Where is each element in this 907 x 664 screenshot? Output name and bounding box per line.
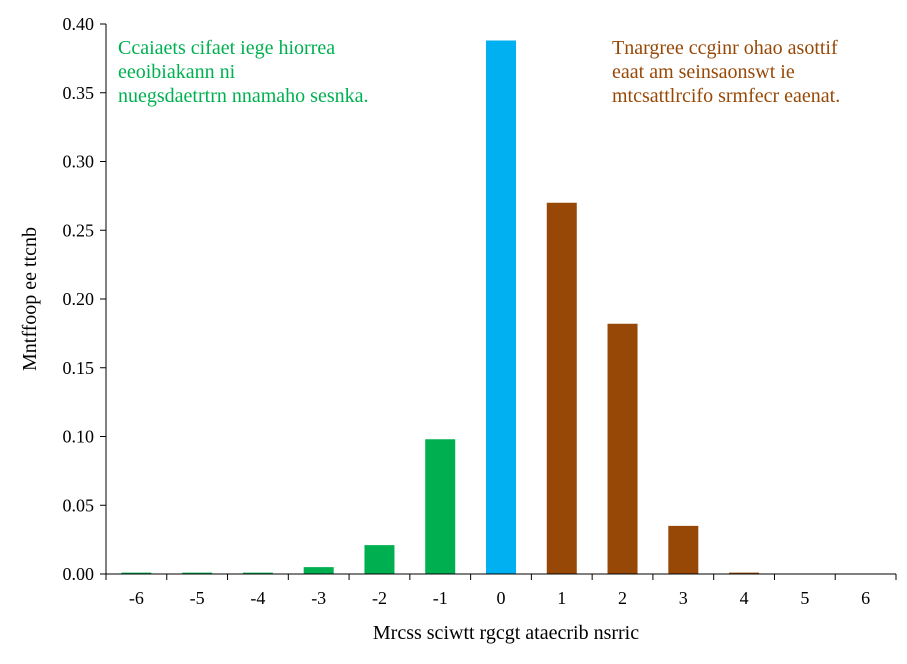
bar <box>364 545 395 574</box>
bar <box>425 439 456 574</box>
x-tick-label: 4 <box>740 588 749 608</box>
bar <box>668 525 699 574</box>
x-tick-label: -5 <box>190 588 205 608</box>
bars-layer <box>121 40 760 574</box>
x-tick-label: -4 <box>250 588 265 608</box>
annotation-line: eaat am seinsaonswt ie <box>612 61 795 83</box>
x-tick-label: -1 <box>433 588 448 608</box>
x-tick-label: -6 <box>129 588 144 608</box>
y-ticks: 0.00 0.05 0.10 0.15 0.20 0.25 0.30 0.35 0.40 <box>63 14 106 584</box>
annotations: Ccaiaets cifaet iege hiorreaeeoibiakann … <box>118 37 840 107</box>
bar <box>121 572 152 574</box>
bar <box>242 572 273 574</box>
annotation-line: Ccaiaets cifaet iege hiorrea <box>118 37 335 59</box>
x-tick-label: 0 <box>497 588 506 608</box>
y-tick-label: 0.10 <box>63 427 95 447</box>
x-tick-label: -3 <box>311 588 326 608</box>
y-tick-label: 0.40 <box>63 14 95 34</box>
annotation-line: Tnargree ccginr ohao asottif <box>612 37 838 59</box>
bar <box>607 323 638 574</box>
x-tick-label: 6 <box>861 588 870 608</box>
y-tick-label: 0.35 <box>63 83 95 103</box>
bar <box>303 567 334 574</box>
annotation-line: mtcsattlrcifo srmfecr eaenat. <box>612 85 840 107</box>
y-tick-label: 0.05 <box>63 495 95 515</box>
bar <box>182 572 213 574</box>
x-axis-label: Mrcss sciwtt rgcgt ataecrib nsrric <box>373 622 639 644</box>
annotation-line: eeoibiakann ni <box>118 61 236 83</box>
y-tick-label: 0.00 <box>63 564 95 584</box>
y-axis-label: Mntffoop ee ttcnb <box>19 227 41 371</box>
annotation: Ccaiaets cifaet iege hiorreaeeoibiakann … <box>118 37 368 107</box>
y-tick-label: 0.30 <box>63 152 95 172</box>
y-tick-label: 0.25 <box>63 220 95 240</box>
x-tick-label: 3 <box>679 588 688 608</box>
bar <box>729 572 760 574</box>
x-tick-label: -2 <box>372 588 387 608</box>
x-tick-label: 1 <box>557 588 566 608</box>
bar <box>546 202 577 574</box>
x-tick-label: 5 <box>800 588 809 608</box>
x-tick-label: 2 <box>618 588 627 608</box>
y-tick-label: 0.15 <box>63 358 95 378</box>
annotation-line: nuegsdaetrtrn nnamaho sesnka. <box>118 85 368 107</box>
y-tick-label: 0.20 <box>63 289 95 309</box>
x-ticks: -6 -5 -4 -3 -2 -1 0 1 2 3 4 5 6 <box>105 574 897 608</box>
bar <box>486 40 516 574</box>
